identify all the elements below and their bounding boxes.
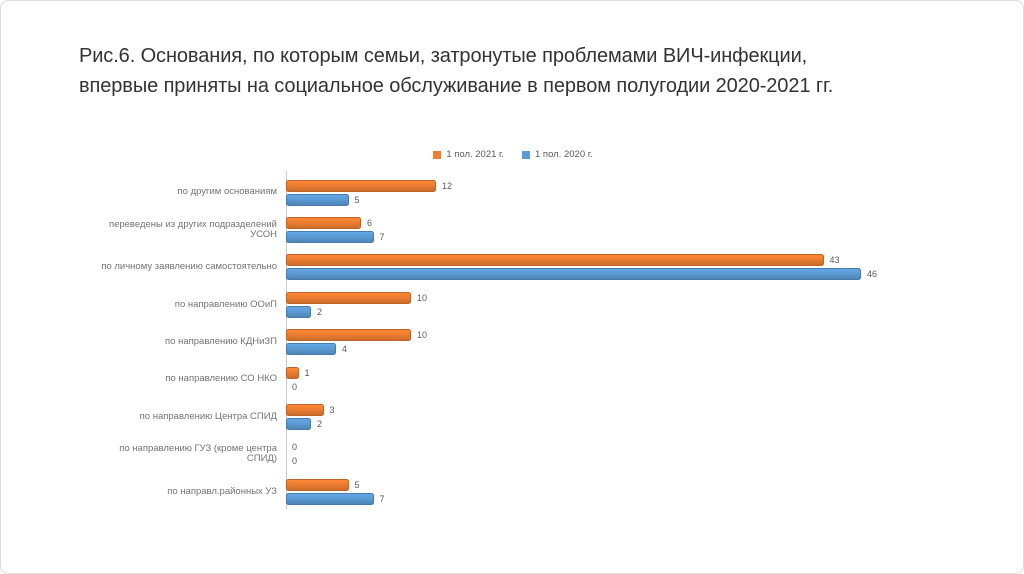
value-label: 12 xyxy=(442,180,453,191)
category-label: по направлению СО НКО xyxy=(165,373,277,385)
chart-row: переведены из других подразделений УСОН 6… xyxy=(98,211,928,248)
bar-line: 46 xyxy=(286,268,918,281)
value-label: 5 xyxy=(354,194,360,205)
bar-2020 xyxy=(286,305,311,318)
legend-item-2021: 1 пол. 2021 г. xyxy=(433,149,504,160)
legend-swatch-2021-icon xyxy=(433,150,442,159)
chart-row: по направлению ООиП 10 2 xyxy=(98,286,928,323)
value-label: 6 xyxy=(367,218,373,229)
bar-line: 4 xyxy=(286,343,918,356)
category-label: переведены из других подразделений УСОН xyxy=(108,218,277,241)
chart-row: по другим основаниям 12 5 xyxy=(98,174,928,211)
value-label: 7 xyxy=(379,493,385,504)
bar-line: 43 xyxy=(286,254,918,267)
category-label: по направлению ГУЗ (кроме центра СПИД) xyxy=(119,442,277,465)
category-label: по направлению Центра СПИД xyxy=(139,410,277,422)
value-label: 10 xyxy=(417,292,428,303)
value-label: 0 xyxy=(292,456,298,467)
legend-label-2021: 1 пол. 2021 г. xyxy=(446,149,504,160)
value-label: 10 xyxy=(417,330,428,341)
bar-line: 0 xyxy=(286,381,918,393)
bar-line: 12 xyxy=(286,179,918,192)
value-label: 2 xyxy=(317,419,323,430)
category-label: по направлению ООиП xyxy=(174,298,277,310)
chart-row: по направлению ГУЗ (кроме центра СПИД) 0 0 xyxy=(98,436,928,473)
value-label: 0 xyxy=(292,381,298,392)
value-label: 3 xyxy=(329,405,335,416)
value-label: 5 xyxy=(354,479,360,490)
value-label: 0 xyxy=(292,442,298,453)
bar-2021 xyxy=(286,217,361,230)
value-label: 4 xyxy=(342,344,348,355)
value-label: 1 xyxy=(304,367,310,378)
bar-2020 xyxy=(286,268,861,281)
legend-label-2020: 1 пол. 2020 г. xyxy=(535,149,593,160)
bar-2021 xyxy=(286,366,299,379)
value-label: 2 xyxy=(317,306,323,317)
bar-line: 7 xyxy=(286,492,918,505)
legend-swatch-2020-icon xyxy=(522,150,530,159)
chart-row: по личному заявлению самостоятельно 43 46 xyxy=(98,249,928,286)
bar-line: 6 xyxy=(286,217,918,230)
value-label: 43 xyxy=(829,255,840,266)
chart-row: по направлению СО НКО 1 0 xyxy=(98,361,928,398)
bar-line: 5 xyxy=(286,193,918,206)
bar-line: 0 xyxy=(286,441,918,453)
bar-2021 xyxy=(286,329,411,342)
legend-item-2020: 1 пол. 2020 г. xyxy=(522,149,593,160)
bar-line: 0 xyxy=(286,455,918,467)
category-label: по направлению КДНиЗП xyxy=(165,336,277,348)
bar-line: 2 xyxy=(286,418,918,431)
bar-2020 xyxy=(286,492,374,505)
bar-line: 10 xyxy=(286,291,918,304)
chart-row: по направлению КДНиЗП 10 4 xyxy=(98,324,928,361)
bar-line: 10 xyxy=(286,329,918,342)
bar-group: 12 5 xyxy=(286,179,918,206)
bar-group: 10 4 xyxy=(286,329,918,356)
bar-2020 xyxy=(286,193,349,206)
bar-line: 5 xyxy=(286,478,918,491)
bar-2021 xyxy=(286,478,349,491)
category-label: по личному заявлению самостоятельно xyxy=(101,261,277,273)
value-label: 7 xyxy=(379,232,385,243)
chart-row: по направлению Центра СПИД 3 2 xyxy=(98,398,928,435)
bar-line: 1 xyxy=(286,366,918,379)
bar-group: 43 46 xyxy=(286,254,918,281)
bar-line: 7 xyxy=(286,231,918,244)
bar-group: 10 2 xyxy=(286,291,918,318)
bar-line: 2 xyxy=(286,305,918,318)
bar-2020 xyxy=(286,418,311,431)
value-label: 46 xyxy=(867,269,878,280)
chart-legend: 1 пол. 2021 г. 1 пол. 2020 г. xyxy=(1,149,1023,160)
chart-row: по направл.районных УЗ 5 7 xyxy=(98,473,928,510)
category-label: по направл.районных УЗ xyxy=(167,485,277,497)
page-title: Рис.6. Основания, по которым семьи, затр… xyxy=(79,45,834,97)
category-label: по другим основаниям xyxy=(177,186,278,198)
bar-2020 xyxy=(286,231,374,244)
bar-2021 xyxy=(286,404,324,417)
bar-2021 xyxy=(286,291,411,304)
bar-line: 3 xyxy=(286,404,918,417)
chart-rows: по другим основаниям 12 5 переведены из дру… xyxy=(98,174,928,511)
bar-2020 xyxy=(286,343,336,356)
bar-2021 xyxy=(286,254,824,267)
bar-2021 xyxy=(286,179,436,192)
